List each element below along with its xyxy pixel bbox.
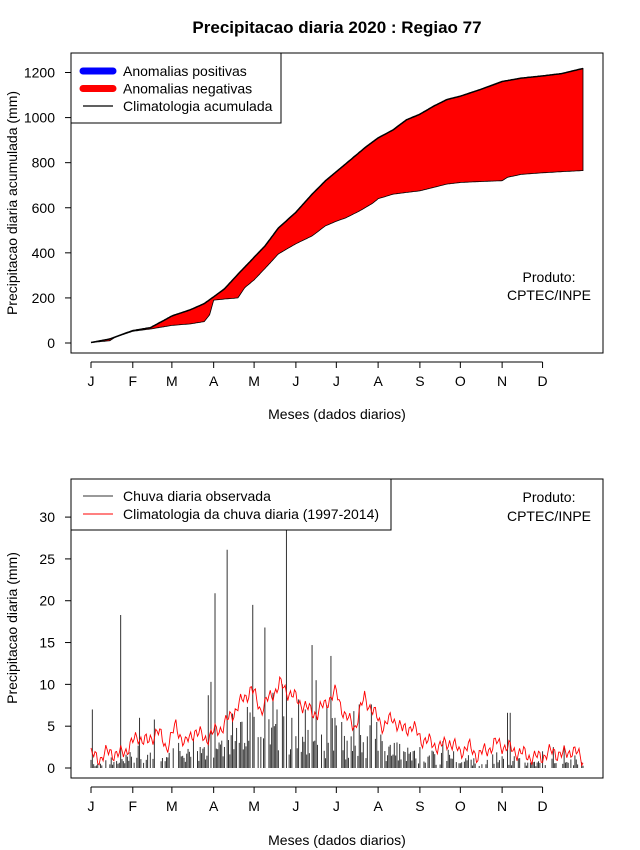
cumulative-x-tick-label: J	[333, 373, 340, 389]
daily-chart: 0 5 10 15 20 25 30 J F M A M J J A S O N D Meses (dados di…	[4, 478, 604, 848]
daily-x-tick-label: J	[333, 798, 340, 814]
legend-label: Climatologia da chuva diaria (1997-2014)	[123, 506, 379, 522]
cumulative-x-tick-label: J	[292, 373, 299, 389]
legend-label: Climatologia acumulada	[123, 98, 273, 114]
daily-x-tick-label: F	[129, 798, 138, 814]
daily-y-tick-label: 10	[39, 676, 55, 692]
daily-y-tick-label: 30	[39, 509, 55, 525]
cumulative-y-tick-label: 0	[47, 335, 55, 351]
cumulative-annotation-line2: CPTEC/INPE	[507, 287, 591, 303]
cumulative-x-tick-label: F	[129, 373, 138, 389]
daily-x-tick-label: S	[415, 798, 424, 814]
cumulative-x-tick-label: N	[497, 373, 507, 389]
daily-x-tick-label: N	[497, 798, 507, 814]
daily-y-label: Precipitacao diaria (mm)	[4, 552, 20, 704]
daily-x-tick-label: M	[166, 798, 178, 814]
daily-legend: Chuva diaria observada Climatologia da ch…	[70, 478, 392, 531]
legend-label: Anomalias positivas	[123, 63, 247, 79]
climatology-cumulative-line	[90, 67, 584, 344]
cumulative-x-tick-label: D	[537, 373, 547, 389]
daily-annotation-line2: CPTEC/INPE	[507, 508, 591, 524]
cumulative-y-tick-label: 800	[32, 155, 56, 171]
daily-climatology-line	[90, 675, 584, 767]
daily-y-tick-label: 5	[47, 718, 55, 734]
cumulative-y-tick-label: 400	[32, 245, 56, 261]
daily-y-tick-label: 20	[39, 593, 55, 609]
cumulative-x-tick-label: O	[455, 373, 466, 389]
cumulative-x-tick-label: A	[373, 373, 383, 389]
daily-annotation-line1: Produto:	[523, 489, 576, 505]
cumulative-y-tick-label: 1000	[24, 110, 55, 126]
daily-x-tick-label: M	[248, 798, 260, 814]
daily-x-tick-label: O	[455, 798, 466, 814]
cumulative-y-tick-label: 600	[32, 200, 56, 216]
daily-legend-box	[70, 478, 392, 531]
cumulative-y-tick-label: 200	[32, 290, 56, 306]
legend-label: Chuva diaria observada	[123, 488, 271, 504]
cumulative-x-tick-label: A	[209, 373, 219, 389]
daily-x-label: Meses (dados diarios)	[268, 832, 406, 848]
cumulative-annotation-line1: Produto:	[523, 269, 576, 285]
daily-x-tick-label: J	[88, 798, 95, 814]
cumulative-chart: 0 200 400 600 800 1000 1200 J F M A M J J A S O N D Meses …	[4, 52, 604, 422]
cumulative-y-label: Precipitacao diaria acumulada (mm)	[4, 91, 20, 315]
daily-y-tick-label: 25	[39, 551, 55, 567]
legend-label: Anomalias negativas	[123, 81, 252, 97]
cumulative-legend: Anomalias positivas Anomalias negativasCl…	[70, 52, 282, 124]
daily-x-tick-label: A	[209, 798, 219, 814]
cumulative-y-tick-label: 1200	[24, 65, 55, 81]
cumulative-x-tick-label: M	[248, 373, 260, 389]
daily-y-tick-label: 0	[47, 760, 55, 776]
cumulative-plot-frame	[70, 52, 604, 354]
daily-y-tick-label: 15	[39, 635, 55, 651]
daily-x-tick-label: D	[537, 798, 547, 814]
cumulative-x-tick-label: J	[88, 373, 95, 389]
figure-title: Precipitacao diaria 2020 : Regiao 77	[192, 18, 481, 37]
cumulative-x-label: Meses (dados diarios)	[268, 406, 406, 422]
cumulative-x-tick-label: S	[415, 373, 424, 389]
daily-x-tick-label: A	[373, 798, 383, 814]
daily-x-tick-label: J	[292, 798, 299, 814]
cumulative-x-tick-label: M	[166, 373, 178, 389]
